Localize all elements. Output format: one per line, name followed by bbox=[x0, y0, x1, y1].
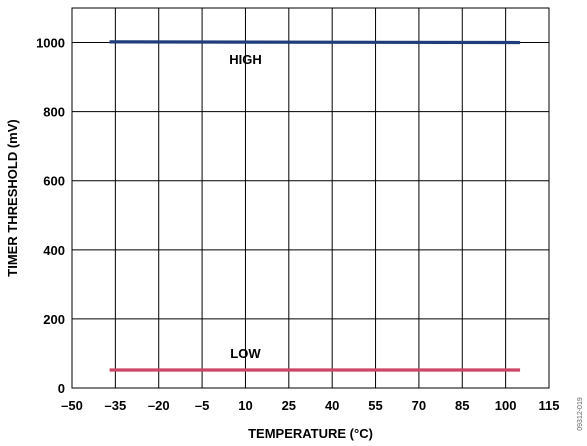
figure-id: 09312-019 bbox=[577, 397, 584, 431]
x-tick-label: –35 bbox=[105, 398, 127, 413]
x-tick-label: 25 bbox=[282, 398, 296, 413]
series-label-high: HIGH bbox=[229, 52, 262, 67]
x-tick-label: 70 bbox=[412, 398, 426, 413]
y-tick-label: 800 bbox=[43, 105, 65, 120]
y-tick-label: 600 bbox=[43, 174, 65, 189]
x-tick-label: 115 bbox=[539, 398, 560, 413]
x-tick-labels: –50 –35 –20 –5 10 25 40 55 70 85 100 115 bbox=[61, 398, 559, 413]
y-tick-label: 0 bbox=[58, 381, 65, 396]
series-layer: HIGH LOW bbox=[109, 40, 521, 372]
series-label-low: LOW bbox=[230, 346, 261, 361]
x-tick-label: 40 bbox=[325, 398, 339, 413]
series-line-high bbox=[109, 40, 521, 45]
x-tick-label: 100 bbox=[495, 398, 517, 413]
x-axis-title: TEMPERATURE (°C) bbox=[248, 426, 373, 441]
y-tick-label: 1000 bbox=[36, 36, 65, 51]
y-tick-labels: 0 200 400 600 800 1000 bbox=[36, 36, 65, 396]
x-tick-label: –20 bbox=[148, 398, 170, 413]
grid bbox=[71, 8, 550, 389]
x-tick-label: 10 bbox=[238, 398, 252, 413]
x-tick-label: 55 bbox=[368, 398, 382, 413]
y-axis-title: TIMER THRESHOLD (mV) bbox=[5, 119, 20, 276]
x-tick-label: 85 bbox=[455, 398, 469, 413]
x-tick-label: –50 bbox=[61, 398, 83, 413]
plot-frame bbox=[71, 7, 550, 389]
x-tick-label: –5 bbox=[195, 398, 209, 413]
y-tick-label: 400 bbox=[43, 243, 65, 258]
y-tick-label: 200 bbox=[43, 312, 65, 327]
